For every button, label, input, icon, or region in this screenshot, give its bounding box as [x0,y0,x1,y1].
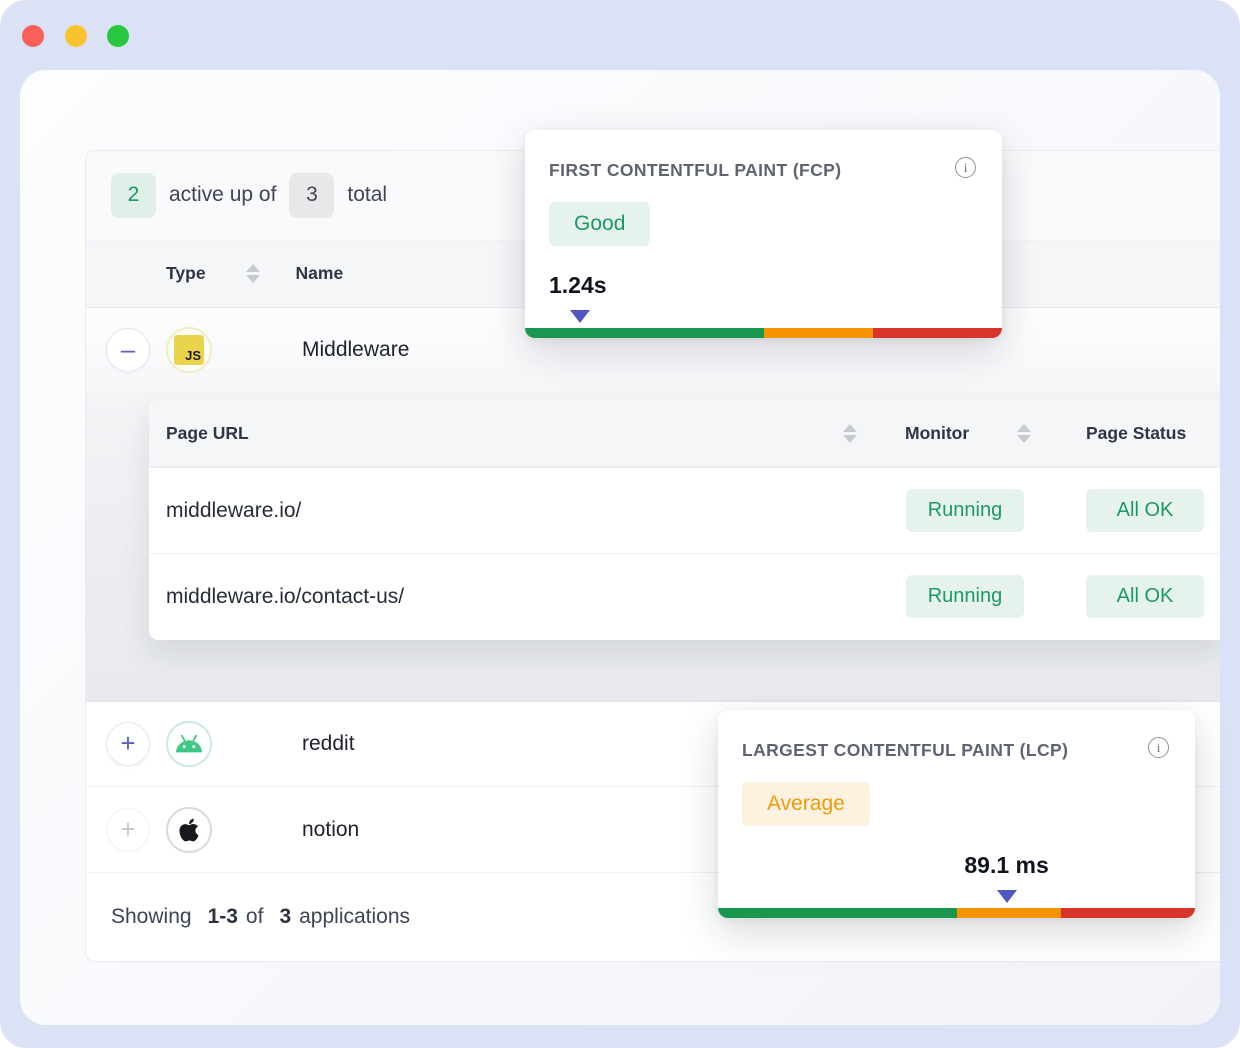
total-count-badge: 3 [289,172,335,218]
info-icon[interactable]: i [1148,737,1169,758]
pages-table-header: Page URL Monitor Page Status [149,400,1220,468]
lcp-title: LARGEST CONTENTFUL PAINT (LCP) [742,740,1069,760]
gauge-marker [996,890,1017,903]
footer-suffix: applications [299,905,411,929]
active-count-badge: 2 [111,172,156,218]
zoom-window-button[interactable] [107,25,129,47]
footer-middle: of [245,905,264,929]
collapse-row-button[interactable]: – [106,328,150,372]
page-url: middleware.io/ [166,498,302,522]
page-status-badge: All OK [1086,575,1204,619]
lcp-value: 89.1 ms [964,852,1049,878]
column-header-page-status: Page Status [1086,422,1187,443]
column-header-monitor: Monitor [905,422,970,443]
app-name: reddit [302,732,355,756]
fcp-rating-badge: Good [549,202,651,246]
apple-icon [166,806,212,853]
fcp-value: 1.24s [549,272,607,298]
close-window-button[interactable] [22,25,44,47]
minimize-window-button[interactable] [65,25,87,47]
pages-table: Page URL Monitor Page Status middleware.… [149,400,1220,641]
page-url: middleware.io/contact-us/ [166,584,405,608]
monitor-status-badge: Running [906,575,1024,619]
app-name: notion [302,817,360,841]
lcp-gauge-bar [718,908,1195,918]
fcp-metric-card: FIRST CONTENTFUL PAINT (FCP) i Good 1.24… [525,130,1002,338]
footer-range: 1-3 [207,905,238,929]
fcp-title: FIRST CONTENTFUL PAINT (FCP) [549,160,842,180]
page-status-badge: All OK [1086,489,1204,533]
lcp-metric-card: LARGEST CONTENTFUL PAINT (LCP) i Average… [718,710,1195,918]
footer-prefix: Showing [111,905,192,929]
expanded-pages-section: Page URL Monitor Page Status middleware.… [86,392,1220,702]
info-icon[interactable]: i [955,157,976,178]
sort-monitor-icon[interactable] [1017,423,1031,443]
page-row[interactable]: middleware.io/contact-us/ Running All OK [149,553,1220,640]
expand-row-button[interactable]: + [106,722,150,767]
window-titlebar [0,0,1240,70]
app-name: Middleware [302,338,410,361]
page-row[interactable]: middleware.io/ Running All OK [149,467,1220,554]
column-header-type: Type [166,263,206,284]
android-icon [166,721,212,768]
expand-row-button[interactable]: + [106,807,150,852]
gauge-marker [569,310,590,323]
total-label: total [347,183,388,207]
sort-page-url-icon[interactable] [843,423,857,443]
active-label: active up of [169,183,277,207]
footer-total: 3 [279,905,292,929]
fcp-gauge-bar [525,328,1002,338]
sort-type-icon[interactable] [245,264,260,284]
javascript-icon: JS [166,327,212,373]
monitor-status-badge: Running [906,489,1024,533]
column-header-name: Name [295,263,344,284]
column-header-page-url: Page URL [166,422,249,443]
lcp-rating-badge: Average [742,782,870,826]
